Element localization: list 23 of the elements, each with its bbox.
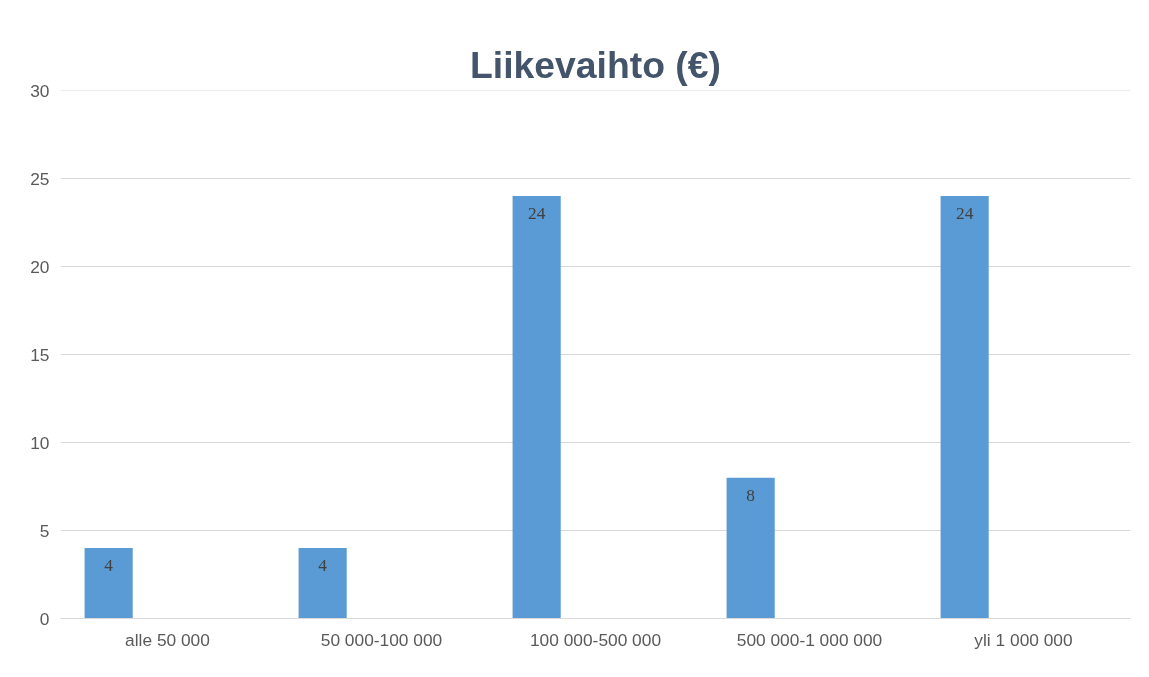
bar — [84, 548, 133, 619]
data-label: 4 — [318, 556, 328, 576]
y-tick-label: 0 — [39, 608, 50, 629]
x-tick-label: 50 000-100 000 — [320, 629, 443, 650]
x-tick-label: yli 1 000 000 — [974, 629, 1073, 650]
bar — [940, 196, 989, 619]
x-tick-label: 500 000-1 000 000 — [736, 629, 883, 650]
y-tick-label: 20 — [30, 256, 50, 277]
bar — [726, 477, 775, 619]
x-tick-label: 100 000-500 000 — [529, 629, 662, 650]
data-label: 24 — [527, 204, 546, 224]
y-tick-label: 30 — [30, 80, 50, 101]
y-tick-label: 25 — [30, 168, 50, 189]
data-label: 24 — [955, 204, 974, 224]
bar — [512, 196, 561, 619]
y-tick-label: 5 — [39, 520, 50, 541]
data-label: 4 — [104, 556, 114, 576]
data-label: 8 — [746, 485, 755, 505]
bar — [298, 548, 347, 619]
y-tick-label: 15 — [30, 344, 50, 365]
chart-title: Liikevaihto (€) — [470, 43, 721, 86]
y-tick-label: 10 — [30, 432, 50, 453]
x-tick-label: alle 50 000 — [125, 629, 210, 650]
